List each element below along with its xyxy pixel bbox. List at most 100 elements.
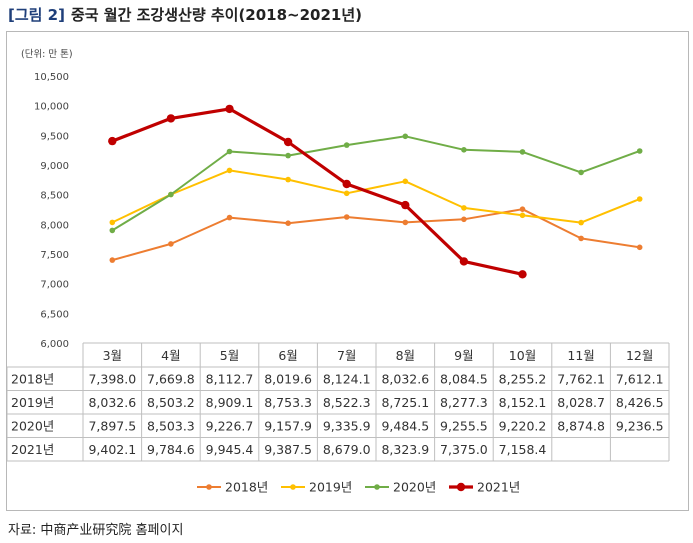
series-point	[401, 200, 410, 210]
table-series-label: 2018년	[11, 372, 54, 387]
table-cell-value: 8,032.6	[88, 395, 136, 410]
table-cell-value: 8,124.1	[323, 372, 371, 387]
series-line	[111, 135, 641, 232]
legend-label: 2018년	[225, 480, 268, 495]
source-note: 자료: 中商产业研究院 홈페이지	[8, 523, 184, 538]
series-point	[578, 235, 584, 242]
series-point	[402, 178, 409, 185]
y-tick-label: 8,000	[40, 220, 69, 231]
y-tick-label: 6,500	[40, 309, 69, 320]
table-cell-value: 8,112.7	[206, 372, 254, 387]
legend-label: 2019년	[309, 480, 352, 495]
legend-marker	[456, 482, 466, 492]
table-cell-value: 8,725.1	[381, 395, 429, 410]
y-tick-label: 10,500	[34, 72, 69, 83]
series-point	[108, 136, 117, 146]
table-cell-value: 7,897.5	[88, 419, 136, 434]
x-category-label: 9월	[454, 348, 473, 363]
y-tick-label: 7,500	[40, 250, 69, 261]
table-cell-value: 9,220.2	[499, 419, 547, 434]
table-cell-value: 9,157.9	[264, 419, 312, 434]
series-point	[342, 179, 351, 189]
series-point	[518, 270, 527, 279]
series-point	[461, 216, 467, 223]
series-point	[343, 214, 350, 220]
series-line	[111, 169, 641, 224]
table-cell-value: 8,323.9	[381, 442, 429, 457]
x-category-label: 3월	[103, 348, 122, 363]
table-cell-value: 8,503.3	[147, 419, 195, 434]
series-point	[109, 219, 116, 226]
chart: (단위: 만 톤) 6,000 6,500 7,000 7,500 8,000 8,500 9…	[7, 48, 670, 495]
chart-frame: (단위: 만 톤) 6,000 6,500 7,000 7,500 8,000 8,500 9…	[6, 31, 689, 511]
unit-label: (단위: 만 톤)	[21, 48, 73, 60]
table-cell-value: 9,255.5	[440, 419, 488, 434]
table-cell-value: 8,032.6	[381, 372, 429, 387]
table-cell-value: 7,612.1	[616, 372, 664, 387]
table-cell-value: 9,484.5	[381, 419, 429, 434]
table-cell-value: 9,226.7	[206, 419, 254, 434]
table-series-label: 2019년	[11, 395, 54, 410]
x-category-label: 7월	[337, 348, 356, 363]
series-point	[226, 214, 233, 221]
series-point	[461, 147, 467, 153]
x-category-label: 5월	[220, 348, 239, 363]
figure-number: [그림 2]	[8, 6, 65, 24]
series-line	[110, 107, 525, 276]
table-cell-value: 8,522.3	[323, 395, 371, 410]
table-cell-value: 8,028.7	[557, 395, 605, 410]
legend-label: 2020년	[393, 480, 436, 495]
legend-marker	[374, 484, 380, 490]
table-cell-value: 9,236.5	[616, 419, 664, 434]
x-category-label: 11월	[567, 348, 594, 363]
series-point	[461, 205, 467, 211]
x-category-label: 6월	[278, 348, 297, 363]
series-point	[578, 169, 584, 176]
series-point	[285, 220, 291, 226]
y-tick-label: 6,000	[40, 339, 69, 350]
legend-label: 2021년	[477, 480, 520, 495]
y-tick-label: 9,000	[40, 161, 69, 172]
series-point	[109, 257, 116, 263]
x-category-label: 12월	[626, 348, 653, 363]
series-point	[225, 104, 234, 114]
series-point	[636, 148, 643, 154]
table-cell-value: 7,762.1	[557, 372, 605, 387]
table-cell-value: 7,158.4	[499, 442, 547, 457]
table-cell-value: 8,503.2	[147, 395, 195, 410]
series-point	[285, 176, 291, 183]
series-point	[578, 219, 584, 226]
series-point	[636, 244, 643, 251]
series-point	[402, 133, 409, 140]
table-cell-value: 8,753.3	[264, 395, 312, 410]
x-category-label: 8월	[396, 348, 415, 363]
x-category-label: 4월	[161, 348, 180, 363]
series-point	[168, 241, 174, 247]
series-point	[519, 149, 526, 155]
y-tick-label: 7,000	[40, 280, 69, 291]
table-cell-value: 9,784.6	[147, 442, 195, 457]
table-cell-value: 8,426.5	[616, 395, 664, 410]
series-point	[636, 196, 643, 202]
table-cell-value: 9,387.5	[264, 442, 312, 457]
series-point	[519, 212, 526, 219]
table-cell-value: 8,679.0	[323, 442, 371, 457]
table-cell-value: 9,402.1	[88, 442, 136, 457]
series-point	[226, 167, 233, 174]
table-cell-value: 8,084.5	[440, 372, 488, 387]
series-point	[519, 206, 526, 212]
series-point	[166, 114, 176, 123]
table-cell-value: 9,335.9	[323, 419, 371, 434]
series-point	[459, 257, 469, 266]
table-cell-value: 8,874.8	[557, 419, 605, 434]
series-point	[343, 142, 350, 148]
table-cell-value: 7,375.0	[440, 442, 488, 457]
table-cell-value: 8,255.2	[499, 372, 547, 387]
series-point	[109, 227, 116, 234]
table-cell-value: 7,669.8	[147, 372, 195, 387]
series-point	[402, 219, 409, 226]
table-cell-value: 8,019.6	[264, 372, 312, 387]
series-line	[111, 208, 641, 262]
table-series-label: 2020년	[11, 419, 54, 434]
figure-title-text: 중국 월간 조강생산량 추이(2018~2021년)	[70, 6, 363, 24]
